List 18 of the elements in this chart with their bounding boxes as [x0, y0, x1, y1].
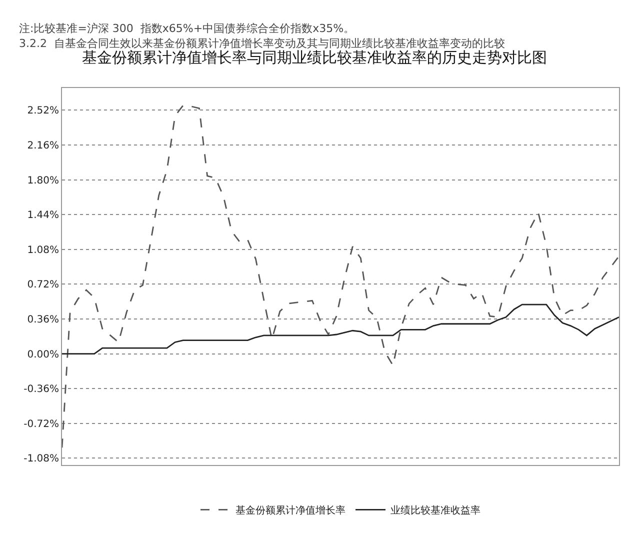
y-tick-label: 0.36% [27, 314, 59, 326]
y-tick-label: -1.08% [24, 454, 59, 465]
y-tick-label: 1.08% [27, 244, 59, 256]
chart-title: 基金份额累计净值增长率与同期业绩比较基准收益率的历史走势对比图 [82, 48, 547, 66]
y-tick-label: 2.16% [27, 140, 59, 152]
legend-label: 基金份额累计净值增长率 [236, 504, 346, 517]
y-tick-label: 0.00% [27, 349, 59, 360]
y-tick-label: 2.52% [27, 106, 59, 117]
y-tick-label: -0.36% [24, 384, 59, 396]
text: 注:比较基准=沪深 300 指数x65%+中国债券综合全价指数x35%。 [19, 22, 355, 35]
y-tick-label: 1.80% [27, 175, 59, 186]
legend-label: 业绩比较基准收益率 [390, 504, 480, 517]
text: 3.2.2 自基金合同生效以来基金份额累计净值增长率变动及其与同期业绩比较基准收益率变动的比较 [19, 37, 505, 50]
line-series [62, 104, 619, 448]
y-tick-label: -0.72% [24, 418, 59, 430]
line-series [62, 304, 619, 355]
y-tick-label: 0.72% [27, 280, 59, 291]
y-tick-label: 1.44% [27, 210, 59, 222]
